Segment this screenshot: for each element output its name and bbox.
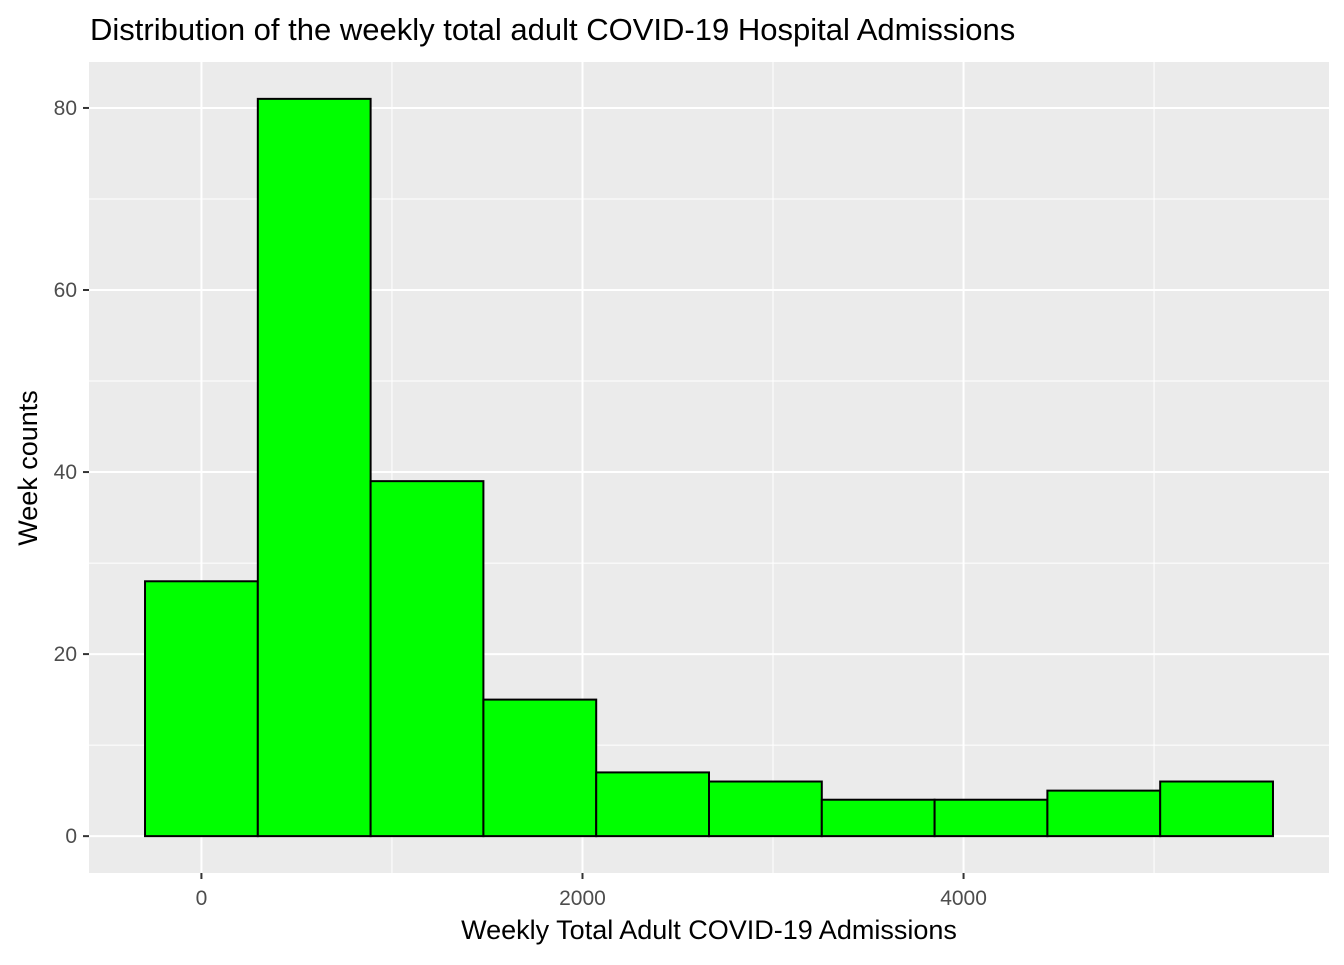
y-tick-label-3: 60: [54, 279, 77, 302]
bars-group: [144, 97, 1274, 838]
histogram-bar-3: [482, 698, 598, 838]
y-tick-label-0: 0: [65, 825, 77, 848]
histogram-bar-0: [144, 580, 259, 838]
chart-title: Distribution of the weekly total adult C…: [90, 12, 1015, 47]
axes-group: 0 2000 4000 0 20 40 60 80: [54, 97, 987, 910]
x-axis-title: Weekly Total Adult COVID-19 Admissions: [461, 915, 957, 945]
histogram-bar-5: [708, 780, 823, 838]
x-tick-label-2: 4000: [940, 887, 987, 910]
y-tick-label-4: 80: [54, 97, 77, 120]
histogram-bar-2: [369, 480, 485, 838]
x-tick-label-0: 0: [196, 887, 208, 910]
histogram-bar-4: [595, 771, 710, 838]
x-tick-label-1: 2000: [559, 887, 606, 910]
histogram-bar-6: [820, 798, 936, 838]
histogram-bar-8: [1046, 789, 1162, 838]
histogram-bar-9: [1159, 780, 1274, 838]
y-tick-label-1: 20: [54, 643, 77, 666]
y-tick-label-2: 40: [54, 461, 77, 484]
histogram-bar-1: [256, 97, 372, 838]
histogram-bar-7: [933, 798, 1049, 838]
y-axis-title: Week counts: [13, 390, 43, 546]
